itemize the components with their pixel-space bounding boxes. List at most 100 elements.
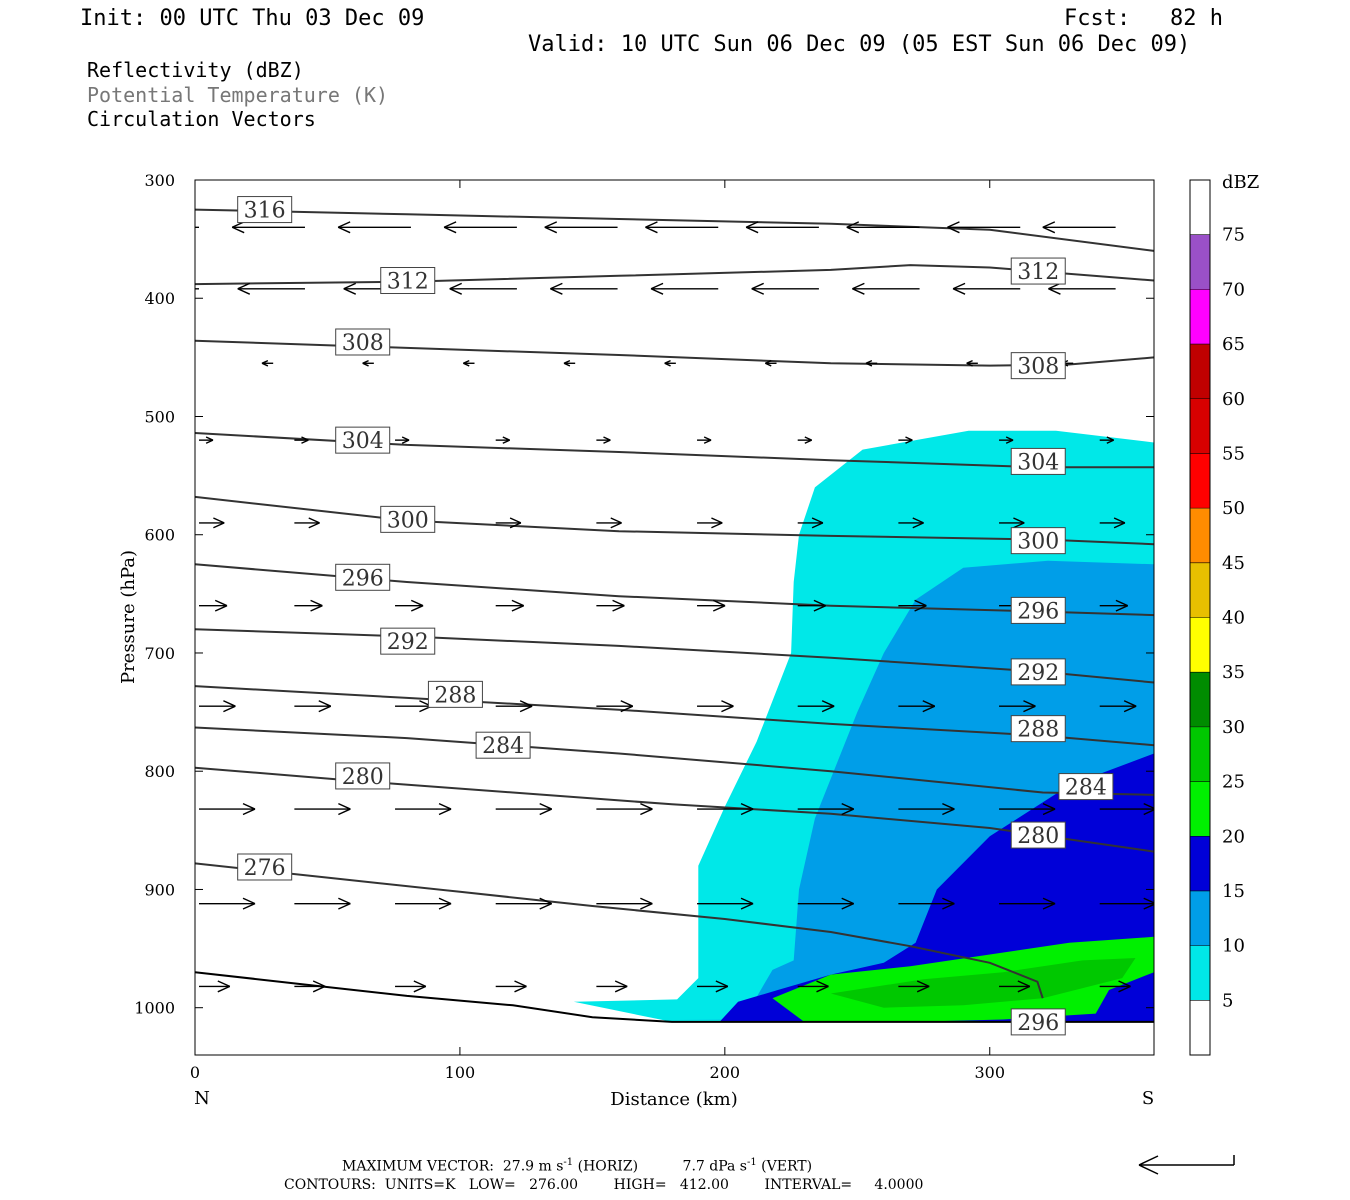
circulation-vector	[697, 980, 729, 993]
circulation-vector	[1099, 700, 1137, 713]
x-end-label-south: S	[1142, 1088, 1154, 1109]
theta-label-box	[335, 328, 391, 356]
theta-label: 288	[434, 683, 476, 708]
theta-label-box	[1010, 527, 1066, 555]
colorbar-tick-label: 20	[1222, 826, 1245, 847]
theta-label-box	[335, 426, 391, 454]
circulation-vector	[596, 599, 625, 612]
circulation-vector	[395, 599, 424, 612]
circulation-vector	[237, 282, 305, 295]
colorbar-bin	[1190, 1000, 1210, 1055]
circulation-vector	[1099, 436, 1115, 444]
circulation-vector	[596, 980, 628, 993]
circulation-vector	[362, 359, 374, 367]
circulation-vector	[261, 359, 274, 367]
circulation-vector	[999, 980, 1031, 993]
circulation-vector	[1099, 980, 1131, 993]
theta-label-box	[380, 267, 436, 295]
theta-label: 304	[1017, 450, 1059, 475]
colorbar-tick-label: 60	[1222, 389, 1245, 410]
theta-label-box	[1010, 715, 1066, 743]
circulation-vector	[898, 599, 927, 612]
theta-label: 292	[387, 630, 429, 655]
colorbar-tick-label: 55	[1222, 443, 1245, 464]
colorbar: 5 10 15 20 25 30 35 40 45 50 55 60 65 70 75	[1189, 179, 1245, 1056]
circulation-vector	[199, 980, 231, 993]
theta-label: 292	[1017, 661, 1059, 686]
colorbar-tick-label: 75	[1222, 225, 1245, 246]
circulation-vector	[797, 599, 826, 612]
colorbar-bin	[1190, 289, 1210, 345]
theta-label: 312	[1017, 260, 1059, 285]
circulation-vector	[650, 282, 719, 295]
circulation-vector	[852, 282, 920, 295]
circulation-vector	[751, 282, 819, 295]
theta-label: 296	[342, 566, 384, 591]
circulation-vector	[797, 700, 835, 713]
theta-contour-276	[195, 862, 1044, 999]
circulation-vector	[495, 436, 510, 444]
theta-label-box	[1010, 596, 1066, 624]
forecast-hour: Fcst: 82 h	[1064, 6, 1223, 31]
circulation-vector	[294, 599, 323, 612]
theta-label: 284	[482, 734, 524, 759]
theta-label-box	[335, 563, 391, 591]
circulation-vector	[199, 599, 228, 612]
reflectivity-region-25	[830, 958, 1136, 1008]
field-circulation-vectors: Circulation Vectors	[87, 107, 316, 131]
colorbar-bin	[1190, 234, 1210, 290]
circulation-vector	[195, 226, 199, 228]
colorbar-tick-label: 40	[1222, 608, 1245, 629]
contours-note: CONTOURS: UNITS=K LOW= 276.00 HIGH= 412.…	[284, 1177, 924, 1193]
colorbar-tick-label: 15	[1222, 881, 1245, 902]
circulation-vector	[463, 359, 475, 367]
x-axis-label: Distance (km)	[610, 1089, 737, 1110]
colorbar-bin	[1190, 890, 1210, 946]
circulation-vector	[199, 700, 236, 713]
circulation-vector	[898, 436, 913, 444]
valid-time: Valid: 10 UTC Sun 06 Dec 09 (05 EST Sun …	[528, 32, 1191, 57]
colorbar-bin	[1190, 781, 1210, 837]
circulation-vector	[294, 517, 320, 529]
circulation-vector	[999, 897, 1056, 910]
theta-label: 312	[387, 270, 429, 295]
x-tick-label: 100	[445, 1063, 476, 1082]
circulation-vector	[797, 980, 829, 993]
circulation-vector	[495, 700, 533, 713]
plot-frame	[194, 179, 1155, 1056]
axes: 300 400 500 600 700 800 900 1000 0 100 200 300	[134, 171, 1154, 1082]
circulation-vector	[495, 803, 552, 816]
theta-label-box	[1010, 1008, 1066, 1036]
circulation-vectors	[195, 221, 1154, 993]
circulation-vector	[294, 803, 351, 816]
circulation-vector	[999, 517, 1025, 529]
theta-label: 308	[342, 331, 384, 356]
y-tick-label: 900	[144, 880, 175, 899]
circulation-vector	[999, 700, 1036, 713]
colorbar-bin	[1190, 453, 1210, 509]
circulation-vector	[596, 436, 611, 444]
y-tick-label: 400	[144, 289, 175, 308]
circulation-vector	[395, 980, 427, 993]
theta-label-box	[1010, 257, 1066, 285]
theta-label: 280	[342, 765, 384, 790]
y-tick-label: 600	[144, 526, 175, 545]
colorbar-bin	[1190, 180, 1210, 235]
circulation-vector	[443, 221, 517, 234]
circulation-vector	[846, 221, 920, 234]
theta-label: 296	[1017, 1011, 1059, 1036]
x-tick-label: 200	[710, 1063, 741, 1082]
y-tick-label: 800	[144, 762, 175, 781]
theta-label: 316	[244, 199, 286, 224]
circulation-vector	[596, 897, 653, 910]
colorbar-bin	[1190, 617, 1210, 673]
circulation-vector	[952, 282, 1021, 295]
field-reflectivity: Reflectivity (dBZ)	[87, 58, 304, 82]
theta-label-box	[1010, 658, 1066, 686]
circulation-vector	[697, 897, 754, 910]
circulation-vector	[865, 359, 878, 367]
circulation-vector	[199, 436, 214, 444]
colorbar-tick-label: 30	[1222, 717, 1245, 738]
colorbar-bin	[1190, 562, 1210, 618]
